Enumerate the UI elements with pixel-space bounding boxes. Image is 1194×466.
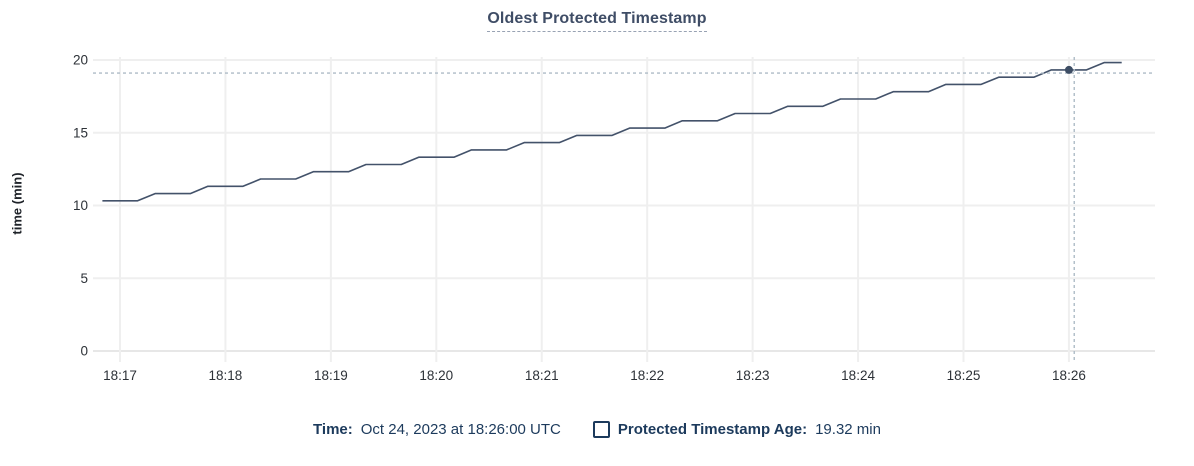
x-tick-label: 18:20 xyxy=(419,368,453,383)
y-tick-label: 10 xyxy=(73,198,88,213)
x-tick-label: 18:25 xyxy=(947,368,981,383)
x-tick-label: 18:24 xyxy=(841,368,875,383)
series-value: 19.32 min xyxy=(815,421,881,438)
time-label: Time: xyxy=(313,421,353,438)
chart-title: Oldest Protected Timestamp xyxy=(0,10,1194,32)
series-line xyxy=(102,61,1122,202)
chart-canvas[interactable]: 0 5 10 15 20 18:17 18:18 18:19 18:20 18:21 18:22 18… xyxy=(0,0,1194,400)
x-tick-label: 18:19 xyxy=(314,368,348,383)
series-swatch-icon xyxy=(592,421,610,438)
chart-legend: Time: Oct 24, 2023 at 18:26:00 UTC Prote… xyxy=(0,421,1194,438)
y-tick-label: 0 xyxy=(80,344,88,359)
y-tick-label: 20 xyxy=(73,53,88,68)
x-tick-label: 18:23 xyxy=(736,368,770,383)
x-tick-label: 18:17 xyxy=(103,368,137,383)
x-tick-label: 18:21 xyxy=(525,368,559,383)
series-label: Protected Timestamp Age: xyxy=(617,421,808,438)
chart-title-text[interactable]: Oldest Protected Timestamp xyxy=(487,10,707,32)
hover-point-dot xyxy=(1064,65,1073,74)
y-axis-title: time (min) xyxy=(9,172,25,235)
y-tick-label: 5 xyxy=(80,271,88,286)
x-tick-label: 18:22 xyxy=(630,368,664,383)
x-tick-label: 18:26 xyxy=(1052,368,1086,383)
x-tick-label: 18:18 xyxy=(209,368,243,383)
y-tick-label: 15 xyxy=(73,125,88,140)
time-value: Oct 24, 2023 at 18:26:00 UTC xyxy=(360,421,561,438)
